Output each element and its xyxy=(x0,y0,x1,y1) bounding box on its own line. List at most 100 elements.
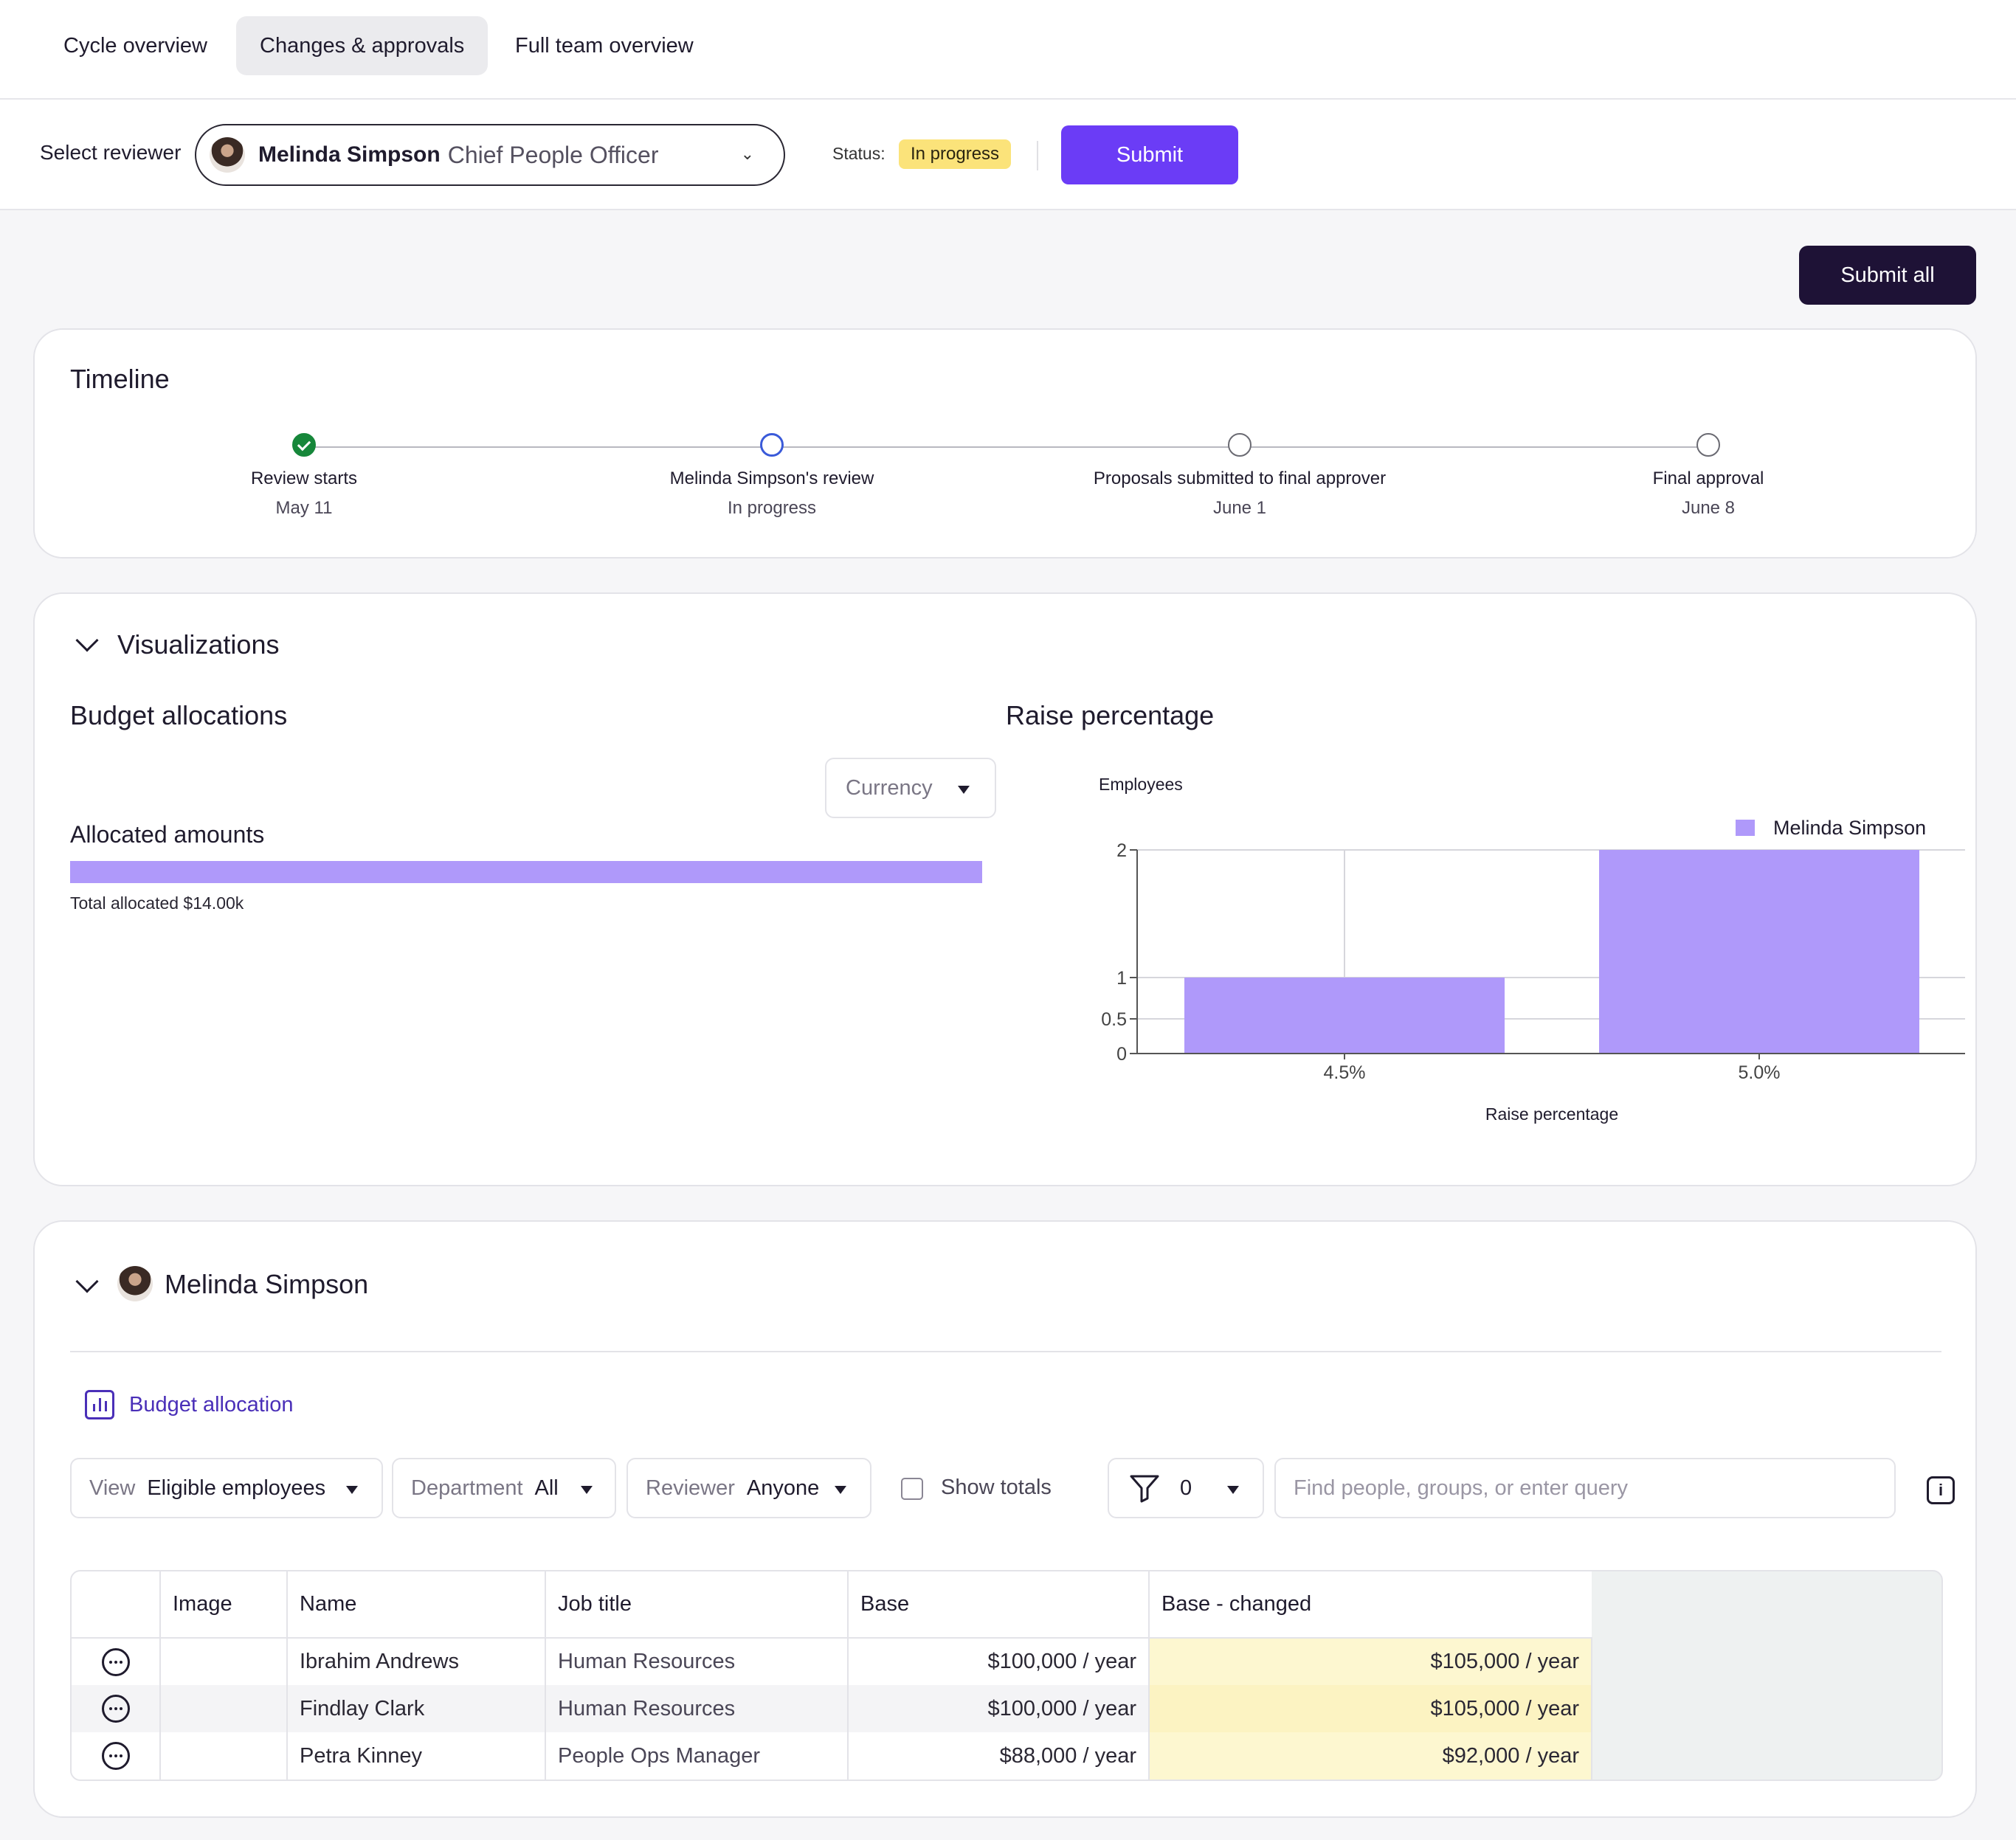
timeline-title: Timeline xyxy=(70,364,170,394)
pending-step-circle-icon xyxy=(1228,433,1252,457)
employee-base: $100,000 / year xyxy=(848,1638,1150,1685)
reviewer-section-card: Melinda Simpson Budget allocation View E… xyxy=(33,1220,1977,1818)
chevron-down-icon: ⌄ xyxy=(740,145,754,163)
filter-label: Reviewer xyxy=(646,1476,735,1500)
check-circle-icon xyxy=(292,433,316,457)
employee-base-changed[interactable]: $105,000 / year xyxy=(1149,1638,1592,1685)
employee-base: $100,000 / year xyxy=(848,1685,1150,1732)
filter-funnel-icon xyxy=(1130,1475,1159,1503)
filter-label: Department xyxy=(411,1476,523,1500)
reviewer-filter[interactable]: Reviewer Anyone xyxy=(626,1458,871,1518)
reviewer-role: Chief People Officer xyxy=(447,141,659,168)
bar xyxy=(1184,978,1505,1054)
employee-base: $88,000 / year xyxy=(848,1732,1150,1780)
filter-label: View xyxy=(89,1476,136,1500)
timeline-card: Timeline Review starts May 11 Melinda Si… xyxy=(33,328,1977,558)
allocated-amount-bar xyxy=(70,861,982,883)
employee-name: Ibrahim Andrews xyxy=(287,1638,546,1685)
legend-entry: Melinda Simpson xyxy=(1773,817,1926,839)
filter-value: Anyone xyxy=(746,1476,820,1500)
advanced-filter-button[interactable]: 0 xyxy=(1108,1458,1264,1518)
reviewer-bar: Select reviewer Melinda Simpson Chief Pe… xyxy=(0,100,2016,210)
show-totals-checkbox[interactable] xyxy=(901,1478,923,1500)
caret-down-icon xyxy=(958,786,970,794)
employee-job-title: Human Resources xyxy=(545,1685,849,1732)
tab-cycle-overview[interactable]: Cycle overview xyxy=(63,33,207,58)
timeline-step-date: June 8 xyxy=(1681,498,1736,518)
table-header-row: Image Name Job title Base Base - changed xyxy=(72,1571,1592,1639)
column-header-base-changed[interactable]: Base - changed xyxy=(1149,1571,1592,1639)
reviewer-section-name: Melinda Simpson xyxy=(165,1269,369,1299)
chevron-down-icon[interactable] xyxy=(75,1270,99,1293)
table-row[interactable]: Findlay Clark Human Resources $100,000 /… xyxy=(72,1685,1592,1732)
filter-value: All xyxy=(534,1476,559,1500)
divider xyxy=(70,1351,1941,1352)
timeline-step: Review starts May 11 xyxy=(120,433,489,519)
department-filter[interactable]: Department All xyxy=(392,1458,616,1518)
allocated-amounts-label: Allocated amounts xyxy=(70,821,265,848)
tab-changes-approvals[interactable]: Changes & approvals xyxy=(236,16,489,75)
comment-icon[interactable] xyxy=(101,1742,130,1770)
comment-icon[interactable] xyxy=(101,1647,130,1676)
column-header-job-title[interactable]: Job title xyxy=(545,1571,849,1639)
employee-name: Findlay Clark xyxy=(287,1685,546,1732)
employee-name: Petra Kinney xyxy=(287,1732,546,1780)
select-reviewer-label: Select reviewer xyxy=(40,141,182,164)
avatar xyxy=(210,137,245,173)
column-header-image[interactable]: Image xyxy=(160,1571,288,1639)
caret-down-icon xyxy=(835,1486,846,1494)
reviewer-select[interactable]: Melinda Simpson Chief People Officer ⌄ xyxy=(195,124,785,186)
caret-down-icon xyxy=(346,1486,358,1494)
avatar xyxy=(117,1266,153,1301)
visualizations-title: Visualizations xyxy=(117,629,280,660)
filter-value: Eligible employees xyxy=(147,1476,326,1500)
pending-step-circle-icon xyxy=(1696,433,1720,457)
timeline-step-date: June 1 xyxy=(1212,498,1267,518)
timeline-step-name: Proposals submitted to final approver xyxy=(1093,468,1387,488)
x-tick-label: 5.0% xyxy=(1739,1062,1781,1083)
filter-count: 0 xyxy=(1180,1476,1192,1500)
top-tabs: Cycle overview Changes & approvals Full … xyxy=(0,0,2016,100)
y-tick-label: 0 xyxy=(1116,1044,1127,1065)
comment-icon[interactable] xyxy=(101,1695,130,1723)
y-tick-label: 1 xyxy=(1116,968,1127,989)
timeline-step-name: Final approval xyxy=(1652,468,1764,488)
column-header-comments xyxy=(72,1571,161,1639)
timeline-track xyxy=(304,446,1708,448)
bar-chart-icon xyxy=(85,1390,114,1419)
divider xyxy=(1037,141,1038,170)
legend-swatch xyxy=(1736,820,1755,836)
caret-down-icon xyxy=(581,1486,593,1494)
view-filter[interactable]: View Eligible employees xyxy=(70,1458,383,1518)
y-axis-label: Employees xyxy=(1099,775,1183,794)
status-label: Status: xyxy=(832,144,886,163)
search-input[interactable] xyxy=(1274,1458,1896,1518)
tab-full-team-overview[interactable]: Full team overview xyxy=(515,33,694,58)
reviewer-name: Melinda Simpson xyxy=(258,142,441,167)
budget-allocation-link[interactable]: Budget allocation xyxy=(129,1393,294,1417)
table-row[interactable]: Petra Kinney People Ops Manager $88,000 … xyxy=(72,1732,1592,1780)
raise-percentage-chart: Employees 0 0.5 1 2 4.5% 5.0% Raise percentage M… xyxy=(1099,775,1965,1124)
currency-select[interactable]: Currency xyxy=(825,758,996,818)
employee-job-title: Human Resources xyxy=(545,1638,849,1685)
table-row[interactable]: Ibrahim Andrews Human Resources $100,000… xyxy=(72,1638,1592,1685)
submit-all-button[interactable]: Submit all xyxy=(1799,246,1976,305)
bar xyxy=(1599,850,1919,1054)
chevron-down-icon[interactable] xyxy=(75,629,99,652)
visualizations-card: Visualizations Budget allocations Curren… xyxy=(33,592,1977,1186)
image-cell xyxy=(160,1685,288,1732)
employee-base-changed[interactable]: $92,000 / year xyxy=(1149,1732,1592,1780)
y-tick-label: 0.5 xyxy=(1101,1009,1127,1030)
submit-button[interactable]: Submit xyxy=(1061,125,1238,184)
timeline-step-date: May 11 xyxy=(275,498,333,518)
column-header-name[interactable]: Name xyxy=(287,1571,546,1639)
currency-select-value: Currency xyxy=(846,775,933,800)
x-axis-label: Raise percentage xyxy=(1485,1104,1618,1124)
employee-table: Image Name Job title Base Base - changed… xyxy=(70,1570,1943,1781)
image-cell xyxy=(160,1638,288,1685)
column-header-base[interactable]: Base xyxy=(848,1571,1150,1639)
employee-job-title: People Ops Manager xyxy=(545,1732,849,1780)
employee-base-changed[interactable]: $105,000 / year xyxy=(1149,1685,1592,1732)
x-tick-label: 4.5% xyxy=(1324,1062,1366,1083)
info-icon[interactable]: i xyxy=(1927,1476,1955,1504)
